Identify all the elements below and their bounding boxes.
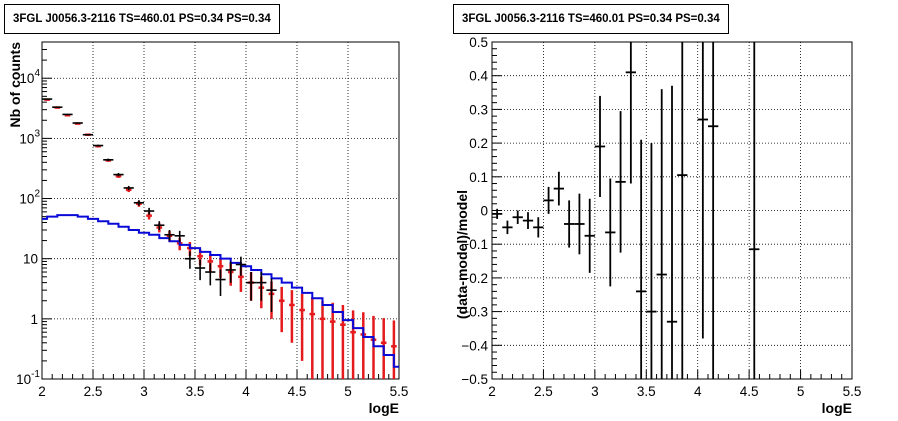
left-y-axis-label: Nb of counts [7,42,23,128]
left-y-tick-label: 1 [30,312,38,327]
right-x-tick-label: 2.5 [534,384,553,399]
right-y-tick-label: 0.3 [469,102,488,117]
left-x-tick-label: 2.5 [84,384,103,399]
right-y-tick-label: −0.2 [461,271,488,286]
right-x-tick-label: 4 [694,384,702,399]
left-y-tick-label: 102 [19,189,40,207]
left-x-axis-label: logE [369,400,399,416]
right-x-tick-label: 3 [591,384,599,399]
right-y-tick-label: 0.4 [469,69,488,84]
right-y-tick-label: 0.5 [469,35,488,50]
right-y-axis-label: (data-model)/model [454,190,470,319]
left-plot-frame [41,41,400,380]
right-x-tick-label: 5 [797,384,805,399]
left-x-tick-label: 3 [140,384,148,399]
right-y-tick-label: −0.5 [461,372,488,387]
left-y-tick-label: 10-1 [16,369,40,387]
right-y-tick-label: 0.2 [469,136,488,151]
right-y-tick-label: −0.1 [461,237,488,252]
source-model-histogram [42,214,399,368]
left-y-tick-label: 103 [19,128,40,146]
left-x-tick-label: 5.5 [390,384,409,399]
right-y-tick-label: 0.1 [469,170,488,185]
right-x-tick-label: 5.5 [843,384,862,399]
left-x-tick-label: 2 [38,384,46,399]
left-panel-title: 3FGL J0056.3-2116 TS=460.01 PS=0.34 PS=0… [4,4,280,34]
left-y-tick-label: 10 [23,252,38,267]
left-x-tick-label: 3.5 [186,384,205,399]
right-x-tick-label: 4.5 [740,384,759,399]
right-y-tick-label: 0 [480,204,488,219]
right-y-tick-label: −0.3 [461,305,488,320]
right-x-tick-label: 3.5 [637,384,656,399]
right-panel-title: 3FGL J0056.3-2116 TS=460.01 PS=0.34 PS=0… [453,4,729,34]
left-x-tick-label: 4 [242,384,250,399]
left-x-tick-label: 4.5 [288,384,307,399]
left-x-tick-label: 5 [344,384,352,399]
right-x-axis-label: logE [822,400,852,416]
right-y-tick-label: −0.4 [461,338,488,353]
left-y-tick-label: 104 [19,68,40,86]
right-x-tick-label: 2 [488,384,496,399]
